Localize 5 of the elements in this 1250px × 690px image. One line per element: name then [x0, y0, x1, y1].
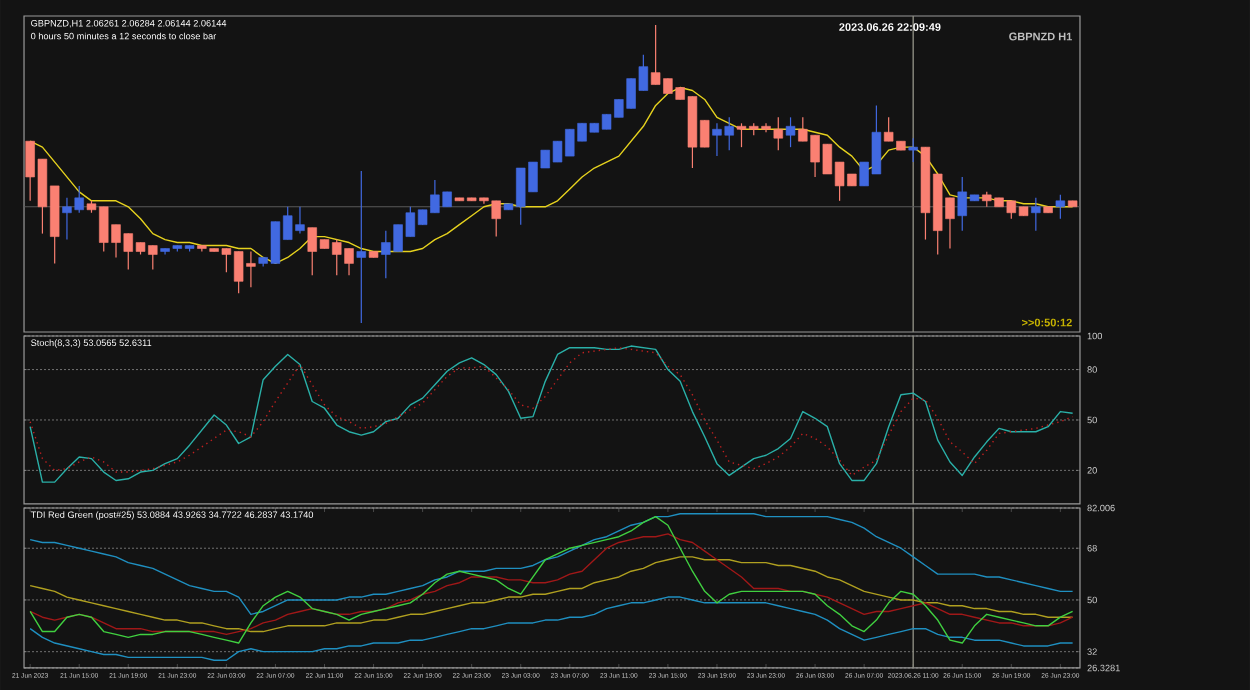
candlestick	[908, 137, 918, 163]
candlestick	[356, 170, 367, 324]
candlestick	[1055, 194, 1066, 220]
candlestick	[1031, 197, 1041, 232]
candlestick	[785, 116, 796, 148]
